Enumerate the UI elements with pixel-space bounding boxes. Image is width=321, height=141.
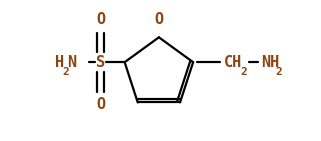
- Text: H: H: [55, 55, 64, 70]
- Text: NH: NH: [262, 55, 280, 70]
- Text: N: N: [67, 55, 76, 70]
- Text: O: O: [96, 12, 105, 27]
- Text: O: O: [96, 97, 105, 112]
- Text: O: O: [154, 12, 163, 27]
- Text: 2: 2: [240, 67, 247, 77]
- Text: 2: 2: [276, 67, 282, 77]
- Text: S: S: [96, 55, 105, 70]
- Text: 2: 2: [62, 67, 69, 77]
- Text: CH: CH: [224, 55, 242, 70]
